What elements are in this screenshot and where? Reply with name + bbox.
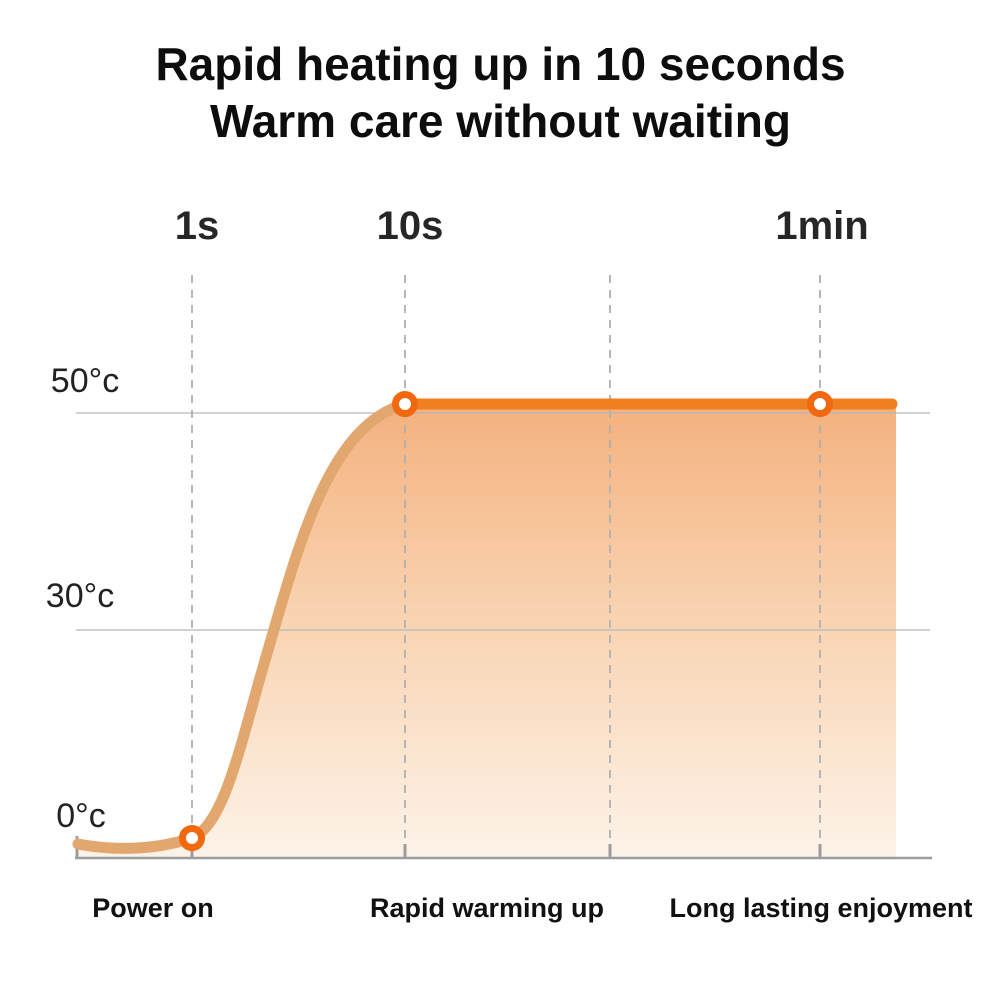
marker-rapid-warming [392,391,418,417]
temperature-curve-rise [72,398,411,854]
title-line-2: Warm care without waiting [209,95,792,147]
phase-label-long-lasting: Long lasting enjoyment [669,893,973,923]
marker-long-lasting [807,391,833,417]
phase-label-rapid-warming: Rapid warming up [369,893,605,923]
title-line-1: Rapid heating up in 10 seconds [155,38,846,90]
y-tick-label-0c: 0°c [56,797,106,835]
page-title: Rapid heating up in 10 seconds Warm care… [0,36,1001,150]
temperature-area-fill [78,404,896,858]
x-tick-label-1s: 1s [174,204,220,248]
x-tick-label-1min: 1min [775,204,869,248]
x-tick-label-10s: 10s [376,204,444,248]
y-tick-label-50c: 50°c [50,362,120,400]
phase-label-power-on: Power on [92,893,214,923]
y-tick-label-30c: 30°c [45,577,115,615]
marker-power-on [179,825,205,851]
